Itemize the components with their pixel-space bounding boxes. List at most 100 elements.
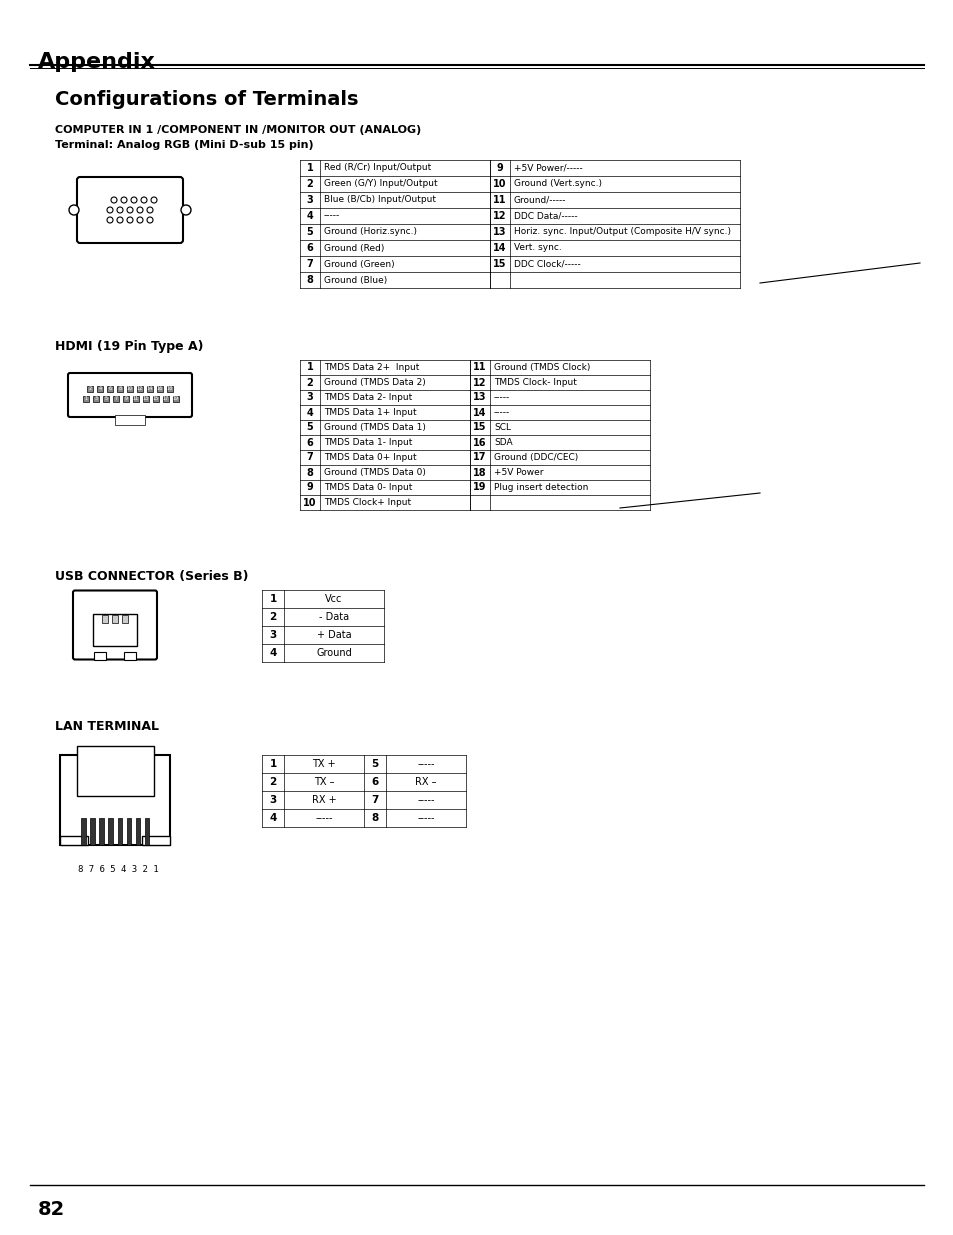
Bar xyxy=(103,396,109,403)
Text: 15: 15 xyxy=(493,259,506,269)
Bar xyxy=(92,396,99,403)
Text: 19: 19 xyxy=(172,396,179,401)
Bar xyxy=(107,387,112,391)
Text: Ground (TMDS Data 1): Ground (TMDS Data 1) xyxy=(324,424,425,432)
Text: TMDS Data 0+ Input: TMDS Data 0+ Input xyxy=(324,453,416,462)
Bar xyxy=(81,818,86,845)
Text: TMDS Data 2- Input: TMDS Data 2- Input xyxy=(324,393,412,403)
Bar xyxy=(152,396,159,403)
Text: + Data: + Data xyxy=(316,630,351,640)
Text: 5: 5 xyxy=(306,227,313,237)
Text: 9: 9 xyxy=(125,396,128,401)
Text: 11: 11 xyxy=(132,396,139,401)
Text: 3: 3 xyxy=(269,630,276,640)
Text: Ground (Vert.sync.): Ground (Vert.sync.) xyxy=(514,179,601,189)
Text: Ground (Green): Ground (Green) xyxy=(324,259,395,268)
Bar xyxy=(147,387,152,391)
Bar xyxy=(145,818,150,845)
Circle shape xyxy=(117,207,123,212)
Text: 18: 18 xyxy=(473,468,486,478)
Bar xyxy=(91,818,95,845)
Circle shape xyxy=(137,217,143,224)
Text: RX –: RX – xyxy=(415,777,436,787)
Text: 10: 10 xyxy=(127,387,133,391)
Text: TX +: TX + xyxy=(312,760,335,769)
Text: 15: 15 xyxy=(152,396,159,401)
Text: Ground (TMDS Data 0): Ground (TMDS Data 0) xyxy=(324,468,425,477)
Bar xyxy=(127,818,132,845)
Text: -----: ----- xyxy=(314,813,333,823)
Text: 14: 14 xyxy=(493,243,506,253)
Text: -----: ----- xyxy=(494,393,510,403)
Circle shape xyxy=(127,217,132,224)
Circle shape xyxy=(151,198,157,203)
Text: -----: ----- xyxy=(416,813,435,823)
Bar xyxy=(122,615,128,622)
Text: Horiz. sync. Input/Output (Composite H/V sync.): Horiz. sync. Input/Output (Composite H/V… xyxy=(514,227,730,236)
Text: 16: 16 xyxy=(473,437,486,447)
Bar xyxy=(137,387,143,391)
Text: 4: 4 xyxy=(98,387,101,391)
Bar xyxy=(60,836,88,845)
Text: 8 7 6 5 4 3 2 1: 8 7 6 5 4 3 2 1 xyxy=(78,864,158,874)
Bar xyxy=(167,387,172,391)
Text: 6: 6 xyxy=(306,243,313,253)
Text: 3: 3 xyxy=(306,393,313,403)
Text: 8: 8 xyxy=(371,813,378,823)
Text: 6: 6 xyxy=(306,437,313,447)
Bar xyxy=(123,396,129,403)
Text: Red (R/Cr) Input/Output: Red (R/Cr) Input/Output xyxy=(324,163,431,173)
Bar xyxy=(157,387,163,391)
Text: 1: 1 xyxy=(269,760,276,769)
Text: LAN TERMINAL: LAN TERMINAL xyxy=(55,720,159,734)
Text: 2: 2 xyxy=(306,179,313,189)
Text: 7: 7 xyxy=(306,452,313,462)
Text: TMDS Clock+ Input: TMDS Clock+ Input xyxy=(324,498,411,508)
Text: 4: 4 xyxy=(306,211,313,221)
Text: 8: 8 xyxy=(306,468,314,478)
Circle shape xyxy=(69,205,79,215)
Text: 1: 1 xyxy=(306,163,313,173)
Bar xyxy=(135,818,140,845)
Text: -----: ----- xyxy=(416,795,435,805)
Text: 6: 6 xyxy=(109,387,112,391)
Text: Vert. sync.: Vert. sync. xyxy=(514,243,561,252)
Text: 8: 8 xyxy=(118,387,121,391)
Text: TMDS Data 0- Input: TMDS Data 0- Input xyxy=(324,483,412,492)
Text: RX +: RX + xyxy=(312,795,336,805)
Text: Ground (Blue): Ground (Blue) xyxy=(324,275,387,284)
Bar xyxy=(117,818,122,845)
Bar xyxy=(143,396,149,403)
Text: 5: 5 xyxy=(104,396,108,401)
Text: Vcc: Vcc xyxy=(325,594,342,604)
Text: Ground (TMDS Data 2): Ground (TMDS Data 2) xyxy=(324,378,425,387)
Text: HDMI (19 Pin Type A): HDMI (19 Pin Type A) xyxy=(55,340,203,353)
Text: Blue (B/Cb) Input/Output: Blue (B/Cb) Input/Output xyxy=(324,195,436,205)
Text: 14: 14 xyxy=(147,387,153,391)
Text: Ground (Horiz.sync.): Ground (Horiz.sync.) xyxy=(324,227,416,236)
Text: 14: 14 xyxy=(473,408,486,417)
Circle shape xyxy=(137,207,143,212)
Text: 10: 10 xyxy=(493,179,506,189)
Text: 2: 2 xyxy=(89,387,91,391)
Text: 2: 2 xyxy=(269,777,276,787)
Text: -----: ----- xyxy=(416,760,435,769)
Text: 18: 18 xyxy=(167,387,172,391)
Text: Green (G/Y) Input/Output: Green (G/Y) Input/Output xyxy=(324,179,437,189)
Bar xyxy=(97,387,103,391)
Circle shape xyxy=(107,207,112,212)
Text: Appendix: Appendix xyxy=(38,52,155,72)
Bar xyxy=(109,818,113,845)
Text: 10: 10 xyxy=(303,498,316,508)
Text: 1: 1 xyxy=(306,363,313,373)
Bar xyxy=(124,652,136,659)
Circle shape xyxy=(147,207,152,212)
Text: -----: ----- xyxy=(494,408,510,417)
Text: USB CONNECTOR (Series B): USB CONNECTOR (Series B) xyxy=(55,571,248,583)
Circle shape xyxy=(111,198,117,203)
Bar xyxy=(94,652,106,659)
Text: Ground (DDC/CEC): Ground (DDC/CEC) xyxy=(494,453,578,462)
Text: 4: 4 xyxy=(269,813,276,823)
Text: DDC Clock/-----: DDC Clock/----- xyxy=(514,259,580,268)
Bar xyxy=(112,396,119,403)
